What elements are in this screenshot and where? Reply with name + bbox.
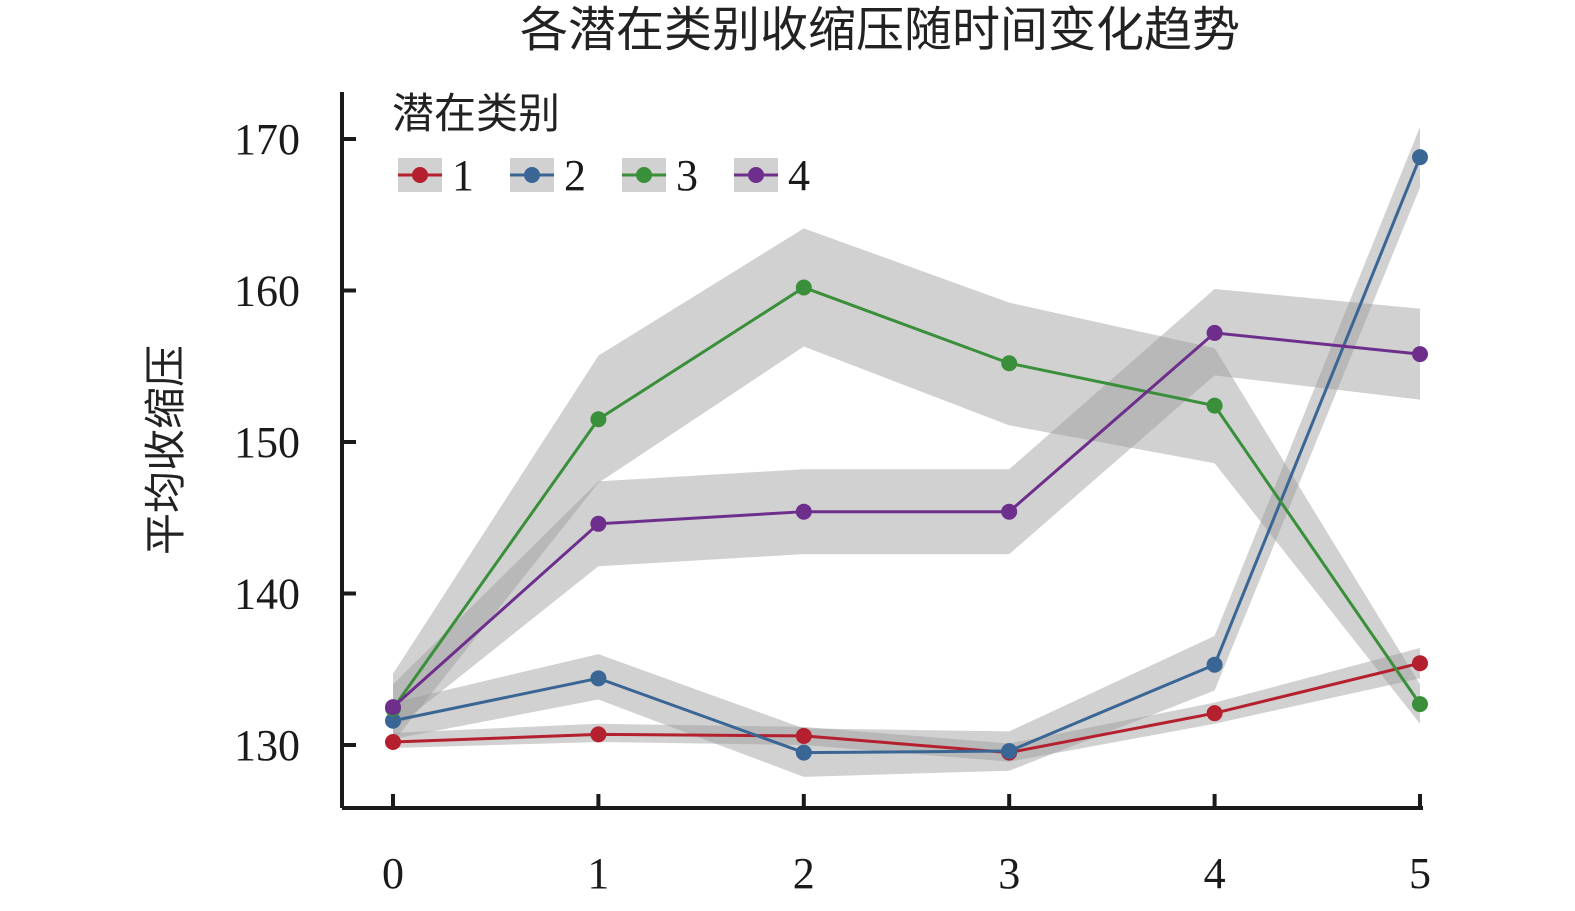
data-point-series-3-x1: [590, 411, 607, 428]
data-point-series-2-x2: [795, 744, 812, 761]
data-point-series-1-x1: [590, 726, 607, 743]
data-point-series-2-x3: [1001, 743, 1018, 760]
data-point-series-4-x1: [590, 515, 607, 532]
data-point-series-4-x2: [795, 503, 812, 520]
confidence-band-series-2: [393, 126, 1420, 777]
data-point-series-4-x4: [1206, 324, 1223, 341]
legend-marker: [524, 167, 540, 183]
y-tick-label: 140: [234, 570, 300, 619]
data-point-series-2-x5: [1412, 149, 1428, 166]
axes: 130 140 150 160 170 0 1 2 3 4 5: [234, 92, 1431, 898]
legend-marker: [748, 167, 764, 183]
legend-item-series-1: 1: [398, 151, 474, 200]
x-tick-label: 1: [587, 849, 609, 898]
series-line-3: [391, 285, 1422, 710]
data-point-series-3-x3: [1001, 355, 1018, 372]
confidence-band-series-1: [393, 648, 1420, 762]
data-point-series-1-x4: [1206, 705, 1223, 722]
legend-title: 潜在类别: [392, 89, 560, 138]
data-point-series-1-x0: [385, 733, 401, 750]
legend-item-series-2: 2: [510, 151, 586, 200]
chart-title: 各潜在类别收缩压随时间变化趋势: [520, 2, 1240, 58]
data-point-series-4-x0: [385, 699, 401, 716]
series-line-4: [392, 331, 1421, 709]
confidence-band-series-4: [393, 288, 1420, 730]
y-tick-label: 130: [234, 721, 300, 770]
y-tick-label: 160: [234, 267, 300, 316]
series-line-2: [392, 156, 1422, 755]
confidence-band-series-3: [393, 228, 1420, 742]
y-axis-label: 平均收缩压: [141, 345, 190, 555]
legend-marker: [412, 167, 428, 183]
x-tick-label: 3: [998, 849, 1020, 898]
y-tick-label: 170: [234, 115, 300, 164]
x-tick-label: 0: [382, 849, 404, 898]
x-tick-label: 2: [793, 849, 815, 898]
legend-label: 4: [788, 151, 810, 200]
data-point-series-1-x5: [1412, 655, 1428, 672]
x-tick-label: 5: [1409, 849, 1431, 898]
legend-label: 2: [564, 151, 586, 200]
data-point-series-2-x0: [385, 712, 401, 729]
data-point-series-2-x1: [590, 670, 607, 687]
confidence-bands: [393, 126, 1420, 777]
y-tick-label: 150: [234, 418, 300, 467]
series-lines: [391, 156, 1422, 755]
data-point-series-1-x2: [795, 727, 812, 744]
data-point-series-4-x3: [1001, 503, 1018, 520]
legend-item-series-3: 3: [622, 151, 698, 200]
data-point-series-3-x4: [1206, 397, 1223, 414]
data-point-series-4-x5: [1412, 346, 1428, 363]
data-point-series-3-x2: [795, 279, 812, 296]
x-tick-label: 4: [1204, 849, 1226, 898]
legend-label: 1: [452, 151, 474, 200]
legend-item-series-4: 4: [734, 151, 810, 200]
data-point-series-2-x4: [1206, 656, 1223, 673]
data-point-series-3-x5: [1412, 696, 1428, 713]
series-points: [385, 149, 1428, 761]
legend-label: 3: [676, 151, 698, 200]
legend-marker: [636, 167, 652, 183]
legend: 潜在类别 1 2 3 4: [392, 89, 810, 200]
series-line-1: [392, 661, 1421, 755]
